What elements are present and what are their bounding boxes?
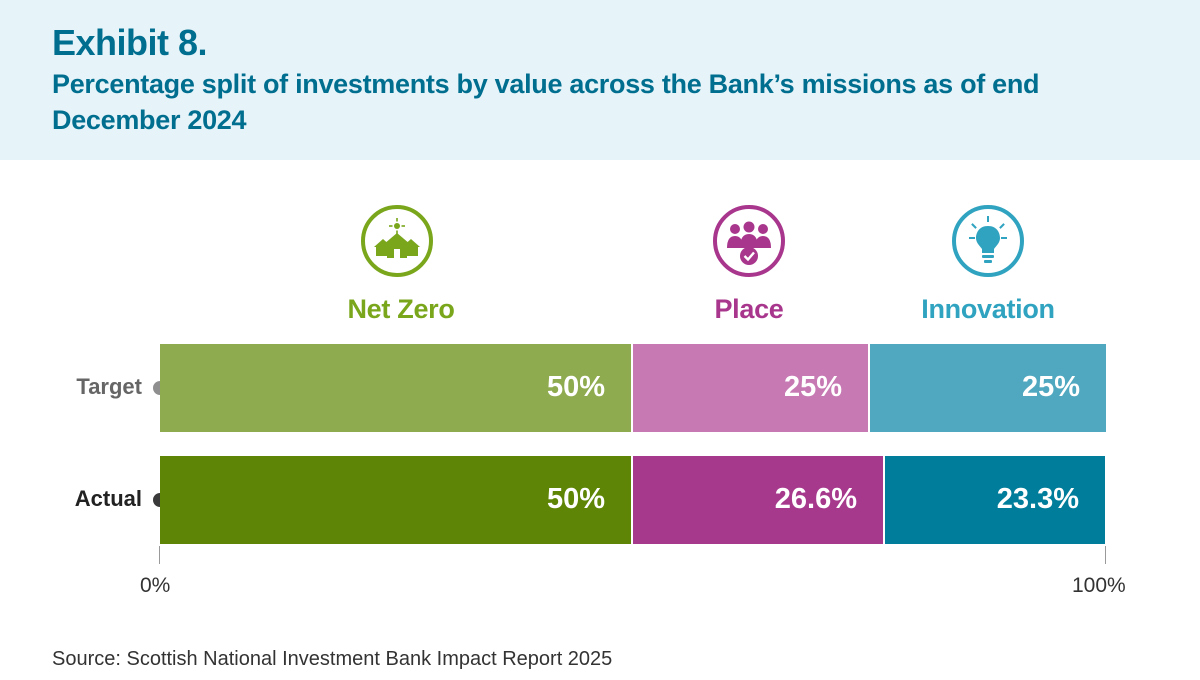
axis-tick-0 [159, 546, 160, 564]
data-label: 25% [1021, 371, 1080, 403]
people-group-icon [713, 205, 785, 277]
bar-row-actual: 50% 26.6% 23.3% [160, 456, 1106, 544]
header-banner: Exhibit 8. Percentage split of investmen… [0, 0, 1200, 160]
houses-sun-icon [361, 205, 433, 277]
exhibit-number: Exhibit 8. [52, 22, 208, 63]
data-label: 23.3% [996, 483, 1079, 515]
row-label-target: Target [76, 374, 142, 399]
axis-label-100: 100% [1072, 574, 1126, 597]
row-label-actual: Actual [74, 486, 142, 511]
data-label: 25% [783, 371, 842, 403]
axis-label-0: 0% [140, 574, 171, 597]
data-label: 50% [546, 483, 605, 515]
legend-place: Place [714, 294, 784, 324]
legend-innovation: Innovation [921, 294, 1055, 324]
bar-target-net-zero: 50% [160, 344, 633, 432]
source-note: Source: Scottish National Investment Ban… [52, 648, 613, 670]
data-label: 26.6% [774, 483, 857, 515]
axis-tick-100 [1105, 546, 1106, 564]
bar-actual-innovation: 23.3% [885, 456, 1105, 544]
bar-target-innovation: 25% [870, 344, 1106, 432]
bar-target-place: 25% [633, 344, 870, 432]
bar-actual-net-zero: 50% [160, 456, 633, 544]
bar-row-target: 50% 25% 25% [160, 344, 1106, 432]
chart-title: Percentage split of investments by value… [52, 69, 1040, 135]
data-label: 50% [546, 371, 605, 403]
bar-actual-place: 26.6% [633, 456, 885, 544]
lightbulb-icon [952, 205, 1024, 277]
legend-net-zero: Net Zero [347, 294, 455, 324]
